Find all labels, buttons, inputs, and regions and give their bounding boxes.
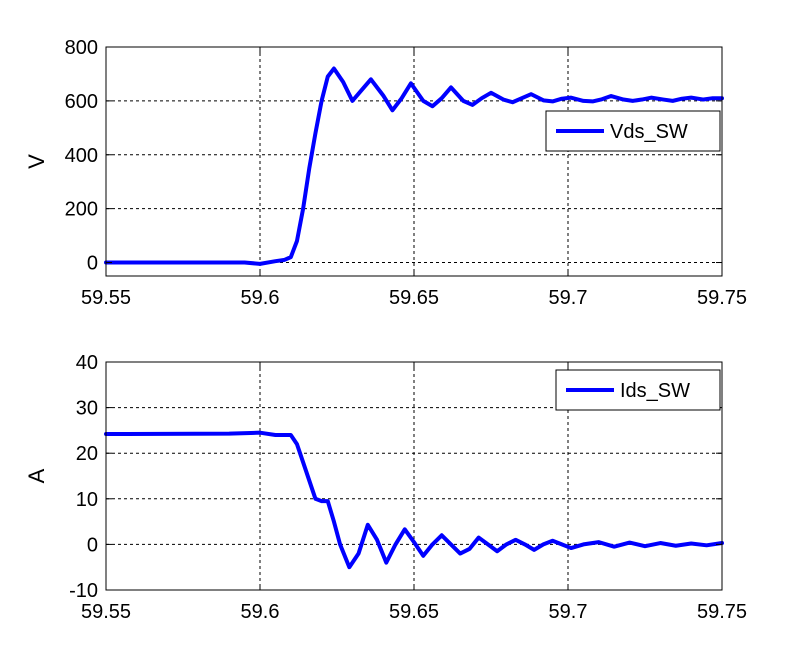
current-x-tick-label-4: 59.75: [697, 601, 747, 623]
current-x-tick-label-2: 59.65: [389, 601, 439, 623]
voltage-x-tick-label-2: 59.65: [389, 287, 439, 309]
current-series-layer: [104, 430, 724, 570]
voltage-y-axis-label: V: [24, 154, 49, 169]
current-y-tick-label-3: 20: [76, 443, 98, 465]
voltage-y-ticks: 0 200 400 600 800: [65, 37, 722, 275]
current-y-tick-label-1: 0: [87, 534, 98, 556]
current-x-tick-label-3: 59.7: [549, 601, 588, 623]
voltage-x-tick-label-1: 59.6: [241, 287, 280, 309]
voltage-legend-label: Vds_SW: [610, 121, 688, 143]
current-y-tick-label-0: -10: [69, 580, 98, 602]
voltage-y-tick-label-2: 400: [65, 145, 98, 167]
current-y-tick-label-4: 30: [76, 398, 98, 420]
voltage-x-tick-label-3: 59.7: [549, 287, 588, 309]
voltage-x-tick-label-4: 59.75: [697, 287, 747, 309]
voltage-grid: [106, 47, 722, 276]
current-y-tick-label-5: 40: [76, 352, 98, 374]
current-x-tick-label-0: 59.55: [81, 601, 131, 623]
current-y-ticks: -10 0 10 20 30 40: [69, 352, 722, 602]
current-legend-label: Ids_SW: [620, 380, 690, 402]
current-x-ticks: 59.55 59.6 59.65 59.7 59.75: [81, 362, 747, 623]
current-series-line-0: [104, 430, 724, 570]
voltage-legend: Vds_SW: [545, 110, 721, 152]
voltage-series-layer: [104, 66, 724, 266]
voltage-x-tick-label-0: 59.55: [81, 287, 131, 309]
current-x-tick-label-1: 59.6: [241, 601, 280, 623]
voltage-series-line-0: [104, 66, 724, 266]
current-plot: 59.55 59.6 59.65 59.7 59.75 -10 0 10 20 30 40 A I…: [24, 352, 747, 623]
voltage-y-tick-label-3: 600: [65, 91, 98, 113]
current-y-axis-label: A: [24, 468, 49, 483]
current-y-tick-label-2: 10: [76, 489, 98, 511]
current-legend: Ids_SW: [555, 369, 721, 411]
voltage-x-ticks: 59.55 59.6 59.65 59.7 59.75: [81, 47, 747, 309]
voltage-y-tick-label-0: 0: [87, 253, 98, 275]
voltage-y-tick-label-1: 200: [65, 199, 98, 221]
voltage-y-tick-label-4: 800: [65, 37, 98, 59]
